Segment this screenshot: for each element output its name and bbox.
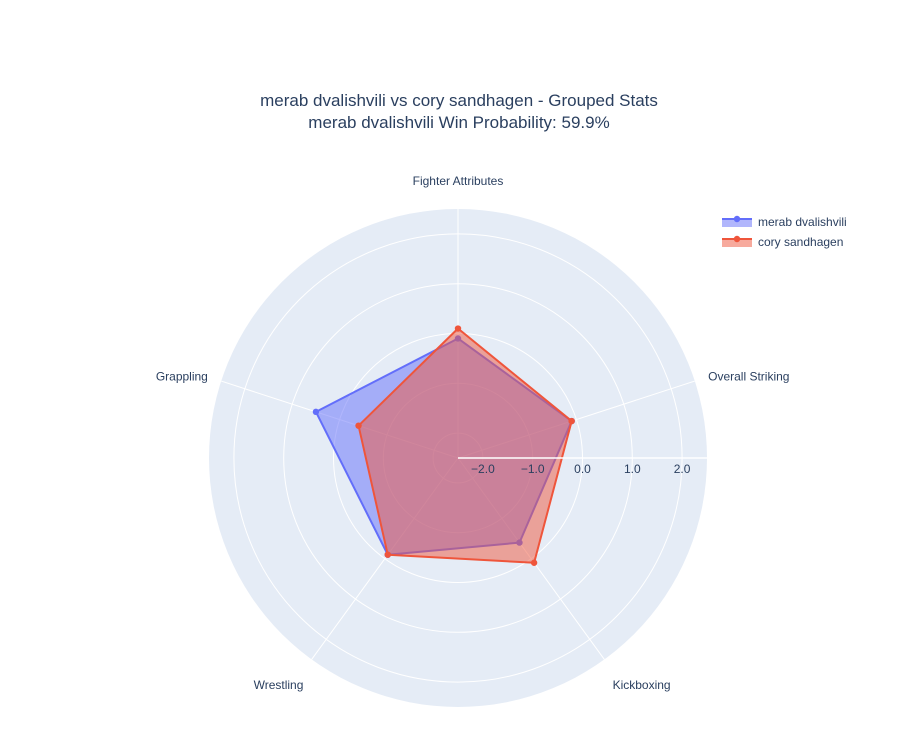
category-label: Kickboxing bbox=[613, 678, 671, 692]
legend-marker[interactable] bbox=[733, 215, 741, 223]
category-label: Grappling bbox=[156, 370, 208, 384]
chart-title: merab dvalishvili vs cory sandhagen - Gr… bbox=[260, 91, 658, 110]
legend-marker[interactable] bbox=[733, 235, 741, 243]
radial-tick-label: 1.0 bbox=[624, 462, 641, 476]
radial-tick-label: −1.0 bbox=[521, 462, 545, 476]
legend-swatch[interactable] bbox=[722, 219, 752, 227]
data-point bbox=[355, 422, 362, 429]
radial-tick-label: −2.0 bbox=[471, 462, 495, 476]
radial-tick-label: 0.0 bbox=[574, 462, 591, 476]
category-label: Fighter Attributes bbox=[413, 174, 504, 188]
radial-tick-label: 2.0 bbox=[674, 462, 691, 476]
data-point bbox=[530, 559, 538, 566]
radial-ticks: −2.0 −1.0 0.0 1.0 2.0 bbox=[458, 457, 707, 476]
data-point bbox=[454, 325, 462, 332]
legend-label[interactable]: cory sandhagen bbox=[758, 235, 843, 249]
data-point bbox=[312, 408, 320, 416]
angular-labels: Fighter Attributes Overall Striking Kickbo… bbox=[156, 174, 790, 692]
chart-subtitle: merab dvalishvili Win Probability: 59.9% bbox=[308, 113, 610, 132]
legend-label[interactable]: merab dvalishvili bbox=[758, 215, 847, 229]
series-area-2 bbox=[357, 327, 573, 564]
category-label: Wrestling bbox=[254, 678, 304, 692]
series-layer bbox=[312, 325, 575, 566]
chart-title-block: merab dvalishvili vs cory sandhagen - Gr… bbox=[0, 90, 918, 134]
legend-swatch[interactable] bbox=[722, 239, 752, 247]
data-point bbox=[568, 417, 575, 425]
legend[interactable]: merab dvalishvili cory sandhagen bbox=[722, 215, 847, 249]
data-point bbox=[384, 551, 391, 558]
category-label: Overall Striking bbox=[708, 370, 789, 384]
